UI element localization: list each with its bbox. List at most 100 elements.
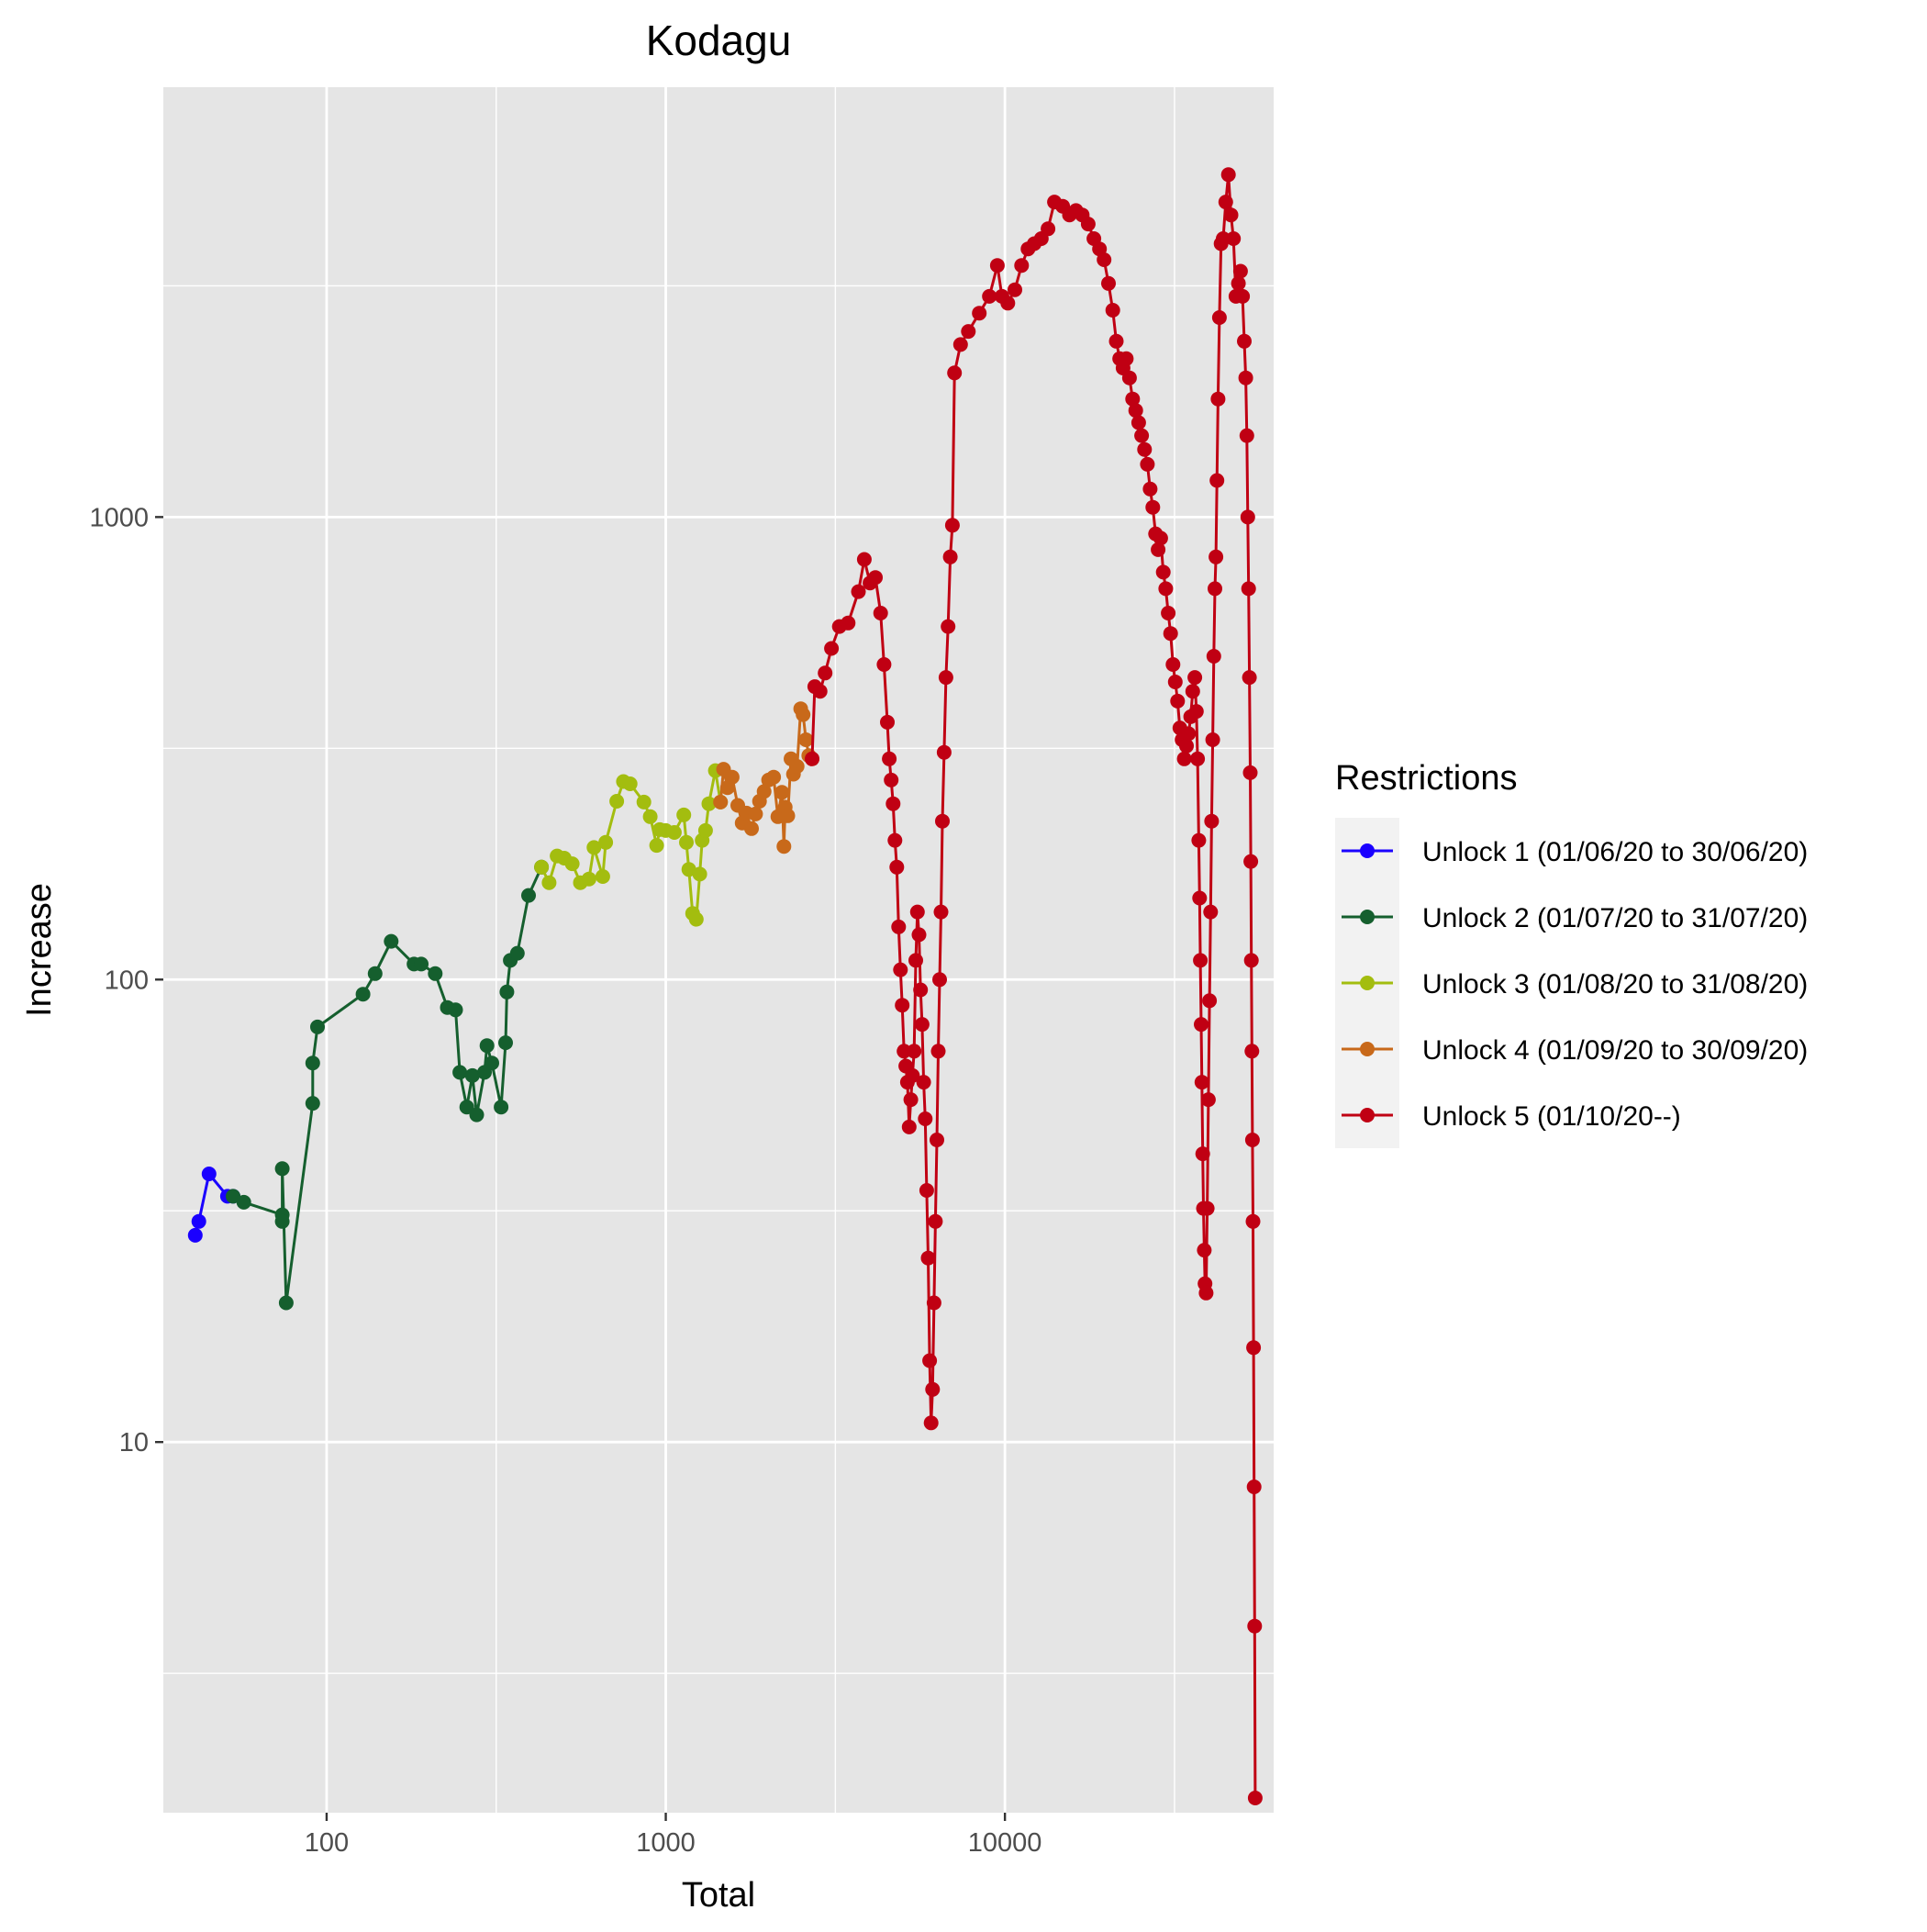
data-point: [744, 821, 759, 836]
data-point: [521, 888, 536, 903]
data-point: [886, 796, 901, 811]
data-point: [1211, 310, 1227, 325]
data-point: [187, 1227, 203, 1243]
data-point: [868, 570, 883, 586]
data-point: [1218, 195, 1233, 210]
data-point: [776, 839, 792, 854]
data-point: [932, 972, 947, 988]
data-point: [882, 751, 897, 766]
data-point: [1097, 252, 1112, 267]
data-point: [1232, 263, 1248, 279]
data-point: [1190, 751, 1206, 766]
data-point: [448, 1002, 463, 1018]
data-point: [903, 1092, 919, 1108]
data-point: [367, 966, 383, 981]
data-point: [873, 606, 888, 620]
data-point: [905, 1067, 920, 1083]
data-point: [1142, 481, 1158, 497]
data-point: [679, 834, 694, 850]
data-point: [384, 933, 399, 949]
data-point: [972, 306, 987, 321]
data-point: [1203, 904, 1219, 920]
data-point: [278, 1295, 294, 1311]
legend-key-point: [1360, 976, 1375, 990]
legend-items: Unlock 1 (01/06/20 to 30/06/20) Unlock 2 …: [1342, 837, 1808, 1132]
data-point: [1243, 953, 1259, 968]
data-point: [701, 796, 717, 811]
data-point: [1014, 258, 1030, 274]
data-point: [1193, 953, 1209, 968]
data-point: [1205, 732, 1220, 747]
data-point: [464, 1067, 480, 1083]
series-group-4: [713, 701, 819, 854]
data-point: [1158, 581, 1174, 597]
data-point: [911, 927, 927, 943]
data-point: [586, 840, 602, 855]
data-point: [1244, 1044, 1260, 1059]
data-point: [1247, 1618, 1263, 1634]
data-point: [812, 684, 828, 699]
data-point: [1242, 765, 1258, 780]
data-point: [942, 549, 958, 564]
data-point: [274, 1213, 290, 1229]
data-point: [428, 966, 443, 981]
data-point: [1137, 441, 1153, 457]
data-point: [748, 806, 763, 821]
data-point: [1220, 167, 1236, 183]
data-point: [935, 813, 950, 829]
data-point: [961, 324, 976, 340]
data-point: [920, 1250, 936, 1266]
data-point: [908, 953, 923, 968]
data-point: [941, 619, 956, 634]
grid-minor: [163, 87, 1274, 1813]
data-point: [598, 834, 614, 850]
data-point: [901, 1119, 917, 1134]
data-point: [1206, 649, 1221, 664]
legend-title: Restrictions: [1335, 759, 1518, 798]
data-point: [1008, 282, 1022, 297]
data-point: [895, 998, 910, 1013]
data-point: [1041, 221, 1056, 237]
data-point: [914, 1017, 930, 1033]
data-point: [876, 657, 892, 672]
data-point: [1194, 1017, 1209, 1033]
data-point: [851, 584, 866, 599]
y-tick-label: 1000: [89, 503, 149, 532]
legend: Restrictions Unlock 1 (01/06/20 to 30/06…: [1335, 759, 1808, 1148]
data-point: [1134, 428, 1150, 443]
data-point: [1243, 854, 1259, 869]
x-axis-title: Total: [682, 1876, 755, 1915]
data-point: [1187, 670, 1203, 686]
data-point: [928, 1213, 943, 1229]
data-point: [622, 776, 638, 791]
data-point: [1242, 670, 1257, 686]
data-point: [1128, 403, 1143, 419]
data-point: [919, 1183, 934, 1198]
data-point: [774, 785, 790, 800]
data-point: [1181, 726, 1197, 742]
data-point: [666, 825, 682, 840]
data-point: [1165, 657, 1181, 672]
data-point: [1223, 207, 1239, 223]
data-point: [1101, 275, 1116, 291]
data-point: [1231, 275, 1246, 291]
data-point: [697, 822, 713, 838]
data-point: [880, 714, 895, 730]
series-group-5: [805, 167, 1263, 1805]
data-point: [922, 1353, 938, 1368]
data-point: [1246, 1340, 1262, 1356]
data-point: [891, 919, 907, 934]
data-point: [649, 838, 664, 854]
data-point: [305, 1055, 320, 1071]
data-point: [414, 956, 429, 972]
data-point: [1237, 333, 1252, 349]
data-point: [982, 288, 997, 304]
data-point: [947, 365, 963, 381]
data-point: [780, 808, 796, 823]
data-point: [310, 1019, 325, 1034]
data-point: [925, 1381, 941, 1397]
y-axis-title: Increase: [20, 883, 59, 1017]
data-point: [930, 1044, 946, 1059]
data-point: [1185, 684, 1200, 699]
